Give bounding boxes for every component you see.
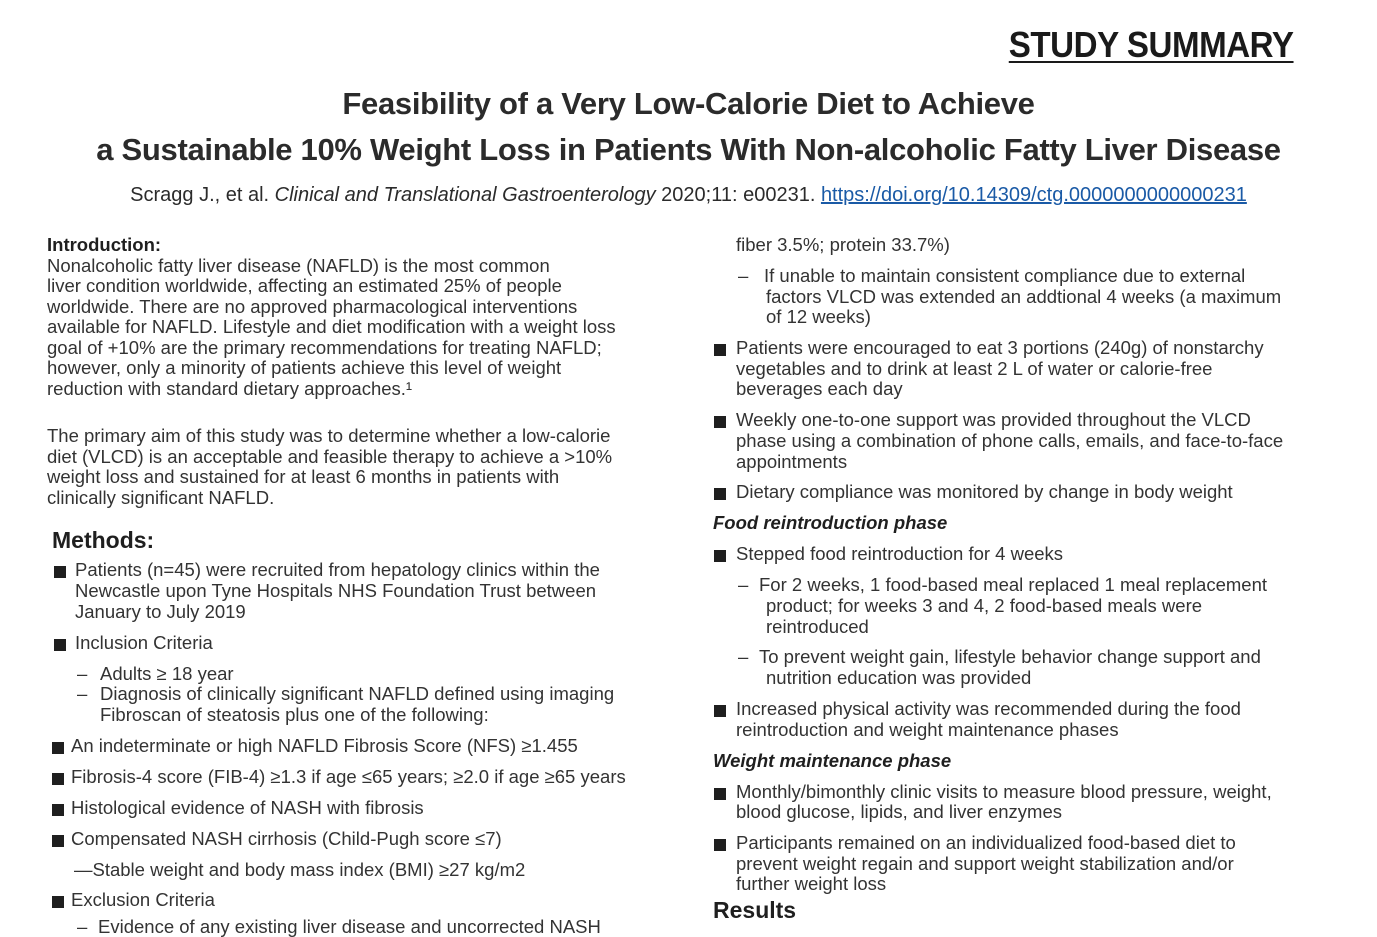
bullet-square-icon bbox=[52, 896, 64, 908]
bullet-square-icon bbox=[54, 639, 66, 651]
intro-p1-line: available for NAFLD. Lifestyle and diet … bbox=[47, 316, 616, 337]
right-sub-line: factors VLCD was extended an addtional 4… bbox=[766, 286, 1282, 307]
study-summary-banner: STUDY SUMMARY bbox=[1009, 24, 1294, 65]
dash-icon: – bbox=[738, 574, 749, 595]
bullet-square-icon bbox=[52, 742, 64, 754]
right-bullet-line: prevent weight regain and support weight… bbox=[736, 853, 1234, 874]
weight-maintenance-heading: Weight maintenance phase bbox=[713, 750, 952, 771]
methods-bullet-line: January to July 2019 bbox=[75, 601, 246, 622]
food-reintroduction-heading: Food reintroduction phase bbox=[713, 512, 948, 533]
intro-p1-line: liver condition worldwide, affecting an … bbox=[47, 275, 562, 296]
inclusion-criteria: Inclusion Criteria bbox=[75, 632, 213, 653]
intro-p1-line: worldwide. There are no approved pharmac… bbox=[47, 296, 578, 317]
right-bullet-line: blood glucose, lipids, and liver enzymes bbox=[736, 801, 1062, 822]
intro-p1-line: goal of +10% are the primary recommendat… bbox=[47, 337, 602, 358]
exclusion-item: Evidence of any existing liver disease a… bbox=[98, 916, 601, 937]
right-sub-line: nutrition education was provided bbox=[766, 667, 1032, 688]
inclusion-item: Diagnosis of clinically significant NAFL… bbox=[100, 683, 615, 704]
bullet-square-icon bbox=[714, 344, 726, 356]
intro-p1-line: however, only a minority of patients ach… bbox=[47, 357, 562, 378]
methods-heading: Methods: bbox=[52, 527, 155, 553]
intro-p2-line: clinically significant NAFLD. bbox=[47, 487, 275, 508]
methods-bullet-line: Patients (n=45) were recruited from hepa… bbox=[75, 559, 600, 580]
intro-p2-line: weight loss and sustained for at least 6… bbox=[47, 466, 560, 487]
intro-p1-line: reduction with standard dietary approach… bbox=[47, 378, 413, 399]
bullet-square-icon bbox=[714, 839, 726, 851]
right-sub-line: reintroduced bbox=[766, 616, 869, 637]
intro-p2-line: diet (VLCD) is an acceptable and feasibl… bbox=[47, 446, 613, 467]
right-bullet-line: appointments bbox=[736, 451, 848, 472]
methods-bullet-line: Newcastle upon Tyne Hospitals NHS Founda… bbox=[75, 580, 597, 601]
right-column: fiber 3.5%; protein 33.7%) – If unable t… bbox=[690, 0, 1377, 925]
bullet-square-icon bbox=[714, 416, 726, 428]
title-line-2: a Sustainable 10% Weight Loss in Patient… bbox=[96, 132, 1281, 167]
right-bullet-line: Patients were encouraged to eat 3 portio… bbox=[736, 337, 1264, 358]
bullet-square-icon bbox=[54, 566, 66, 578]
criteria-bullet: Compensated NASH cirrhosis (Child-Pugh s… bbox=[71, 828, 502, 849]
bullet-square-icon bbox=[714, 550, 726, 562]
right-bullet-line: Stepped food reintroduction for 4 weeks bbox=[736, 543, 1064, 564]
dash-icon: – bbox=[738, 646, 749, 667]
right-bullet-line: Monthly/bimonthly clinic visits to measu… bbox=[736, 781, 1272, 802]
right-bullet-line: phase using a combination of phone calls… bbox=[736, 430, 1284, 451]
title-line-1: Feasibility of a Very Low-Calorie Diet t… bbox=[342, 86, 1035, 121]
left-column: Introduction: Nonalcoholic fatty liver d… bbox=[0, 0, 690, 937]
right-bullet-line: reintroduction and weight maintenance ph… bbox=[736, 719, 1119, 740]
right-sub-line: If unable to maintain consistent complia… bbox=[764, 265, 1246, 286]
citation-authors: Scragg J., et al. bbox=[130, 184, 275, 206]
bullet-square-icon bbox=[52, 835, 64, 847]
bullet-square-icon bbox=[714, 488, 726, 500]
criteria-bullet: Histological evidence of NASH with fibro… bbox=[71, 797, 424, 818]
introduction-heading: Introduction: bbox=[47, 234, 162, 255]
bullet-square-icon bbox=[52, 773, 64, 785]
dash-icon: – bbox=[738, 265, 749, 286]
right-bullet-line: beverages each day bbox=[736, 378, 903, 399]
right-bullet-line: vegetables and to drink at least 2 L of … bbox=[736, 358, 1213, 379]
right-sub-line: product; for weeks 3 and 4, 2 food-based… bbox=[766, 595, 1203, 616]
criteria-bullet: Fibrosis-4 score (FIB-4) ≥1.3 if age ≤65… bbox=[71, 766, 626, 787]
right-bullet-line: Increased physical activity was recommen… bbox=[736, 698, 1241, 719]
dash-icon: – bbox=[77, 663, 88, 684]
right-bullet-line: Weekly one-to-one support was provided t… bbox=[736, 409, 1251, 430]
citation-details: 2020;11: e00231. bbox=[655, 184, 821, 206]
right-bullet-line: Participants remained on an individualiz… bbox=[736, 832, 1236, 853]
inclusion-item: Fibroscan of steatosis plus one of the f… bbox=[100, 704, 489, 725]
citation-journal: Clinical and Translational Gastroenterol… bbox=[274, 184, 656, 206]
bullet-square-icon bbox=[714, 705, 726, 717]
dash-icon: – bbox=[77, 916, 88, 937]
exclusion-criteria: Exclusion Criteria bbox=[71, 889, 215, 910]
criteria-sub-item: —Stable weight and body mass index (BMI)… bbox=[74, 859, 526, 880]
right-line: fiber 3.5%; protein 33.7%) bbox=[736, 234, 950, 255]
results-heading: Results bbox=[713, 897, 797, 923]
criteria-bullet: An indeterminate or high NAFLD Fibrosis … bbox=[71, 735, 578, 756]
dash-icon: – bbox=[77, 683, 88, 704]
right-bullet-line: further weight loss bbox=[736, 873, 887, 894]
doi-link[interactable]: https://doi.org/10.14309/ctg.00000000000… bbox=[820, 184, 1247, 206]
right-sub-line: For 2 weeks, 1 food-based meal replaced … bbox=[759, 574, 1267, 595]
right-bullet-line: Dietary compliance was monitored by chan… bbox=[736, 481, 1233, 502]
intro-p1-line: Nonalcoholic fatty liver disease (NAFLD)… bbox=[47, 255, 550, 276]
bullet-square-icon bbox=[52, 804, 64, 816]
citation: Scragg J., et al. Clinical and Translati… bbox=[0, 184, 1377, 207]
intro-p2-line: The primary aim of this study was to det… bbox=[47, 425, 611, 446]
bullet-square-icon bbox=[714, 788, 726, 800]
right-sub-line: To prevent weight gain, lifestyle behavi… bbox=[759, 646, 1261, 667]
right-sub-line: of 12 weeks) bbox=[766, 306, 871, 327]
inclusion-item: Adults ≥ 18 year bbox=[100, 663, 234, 684]
